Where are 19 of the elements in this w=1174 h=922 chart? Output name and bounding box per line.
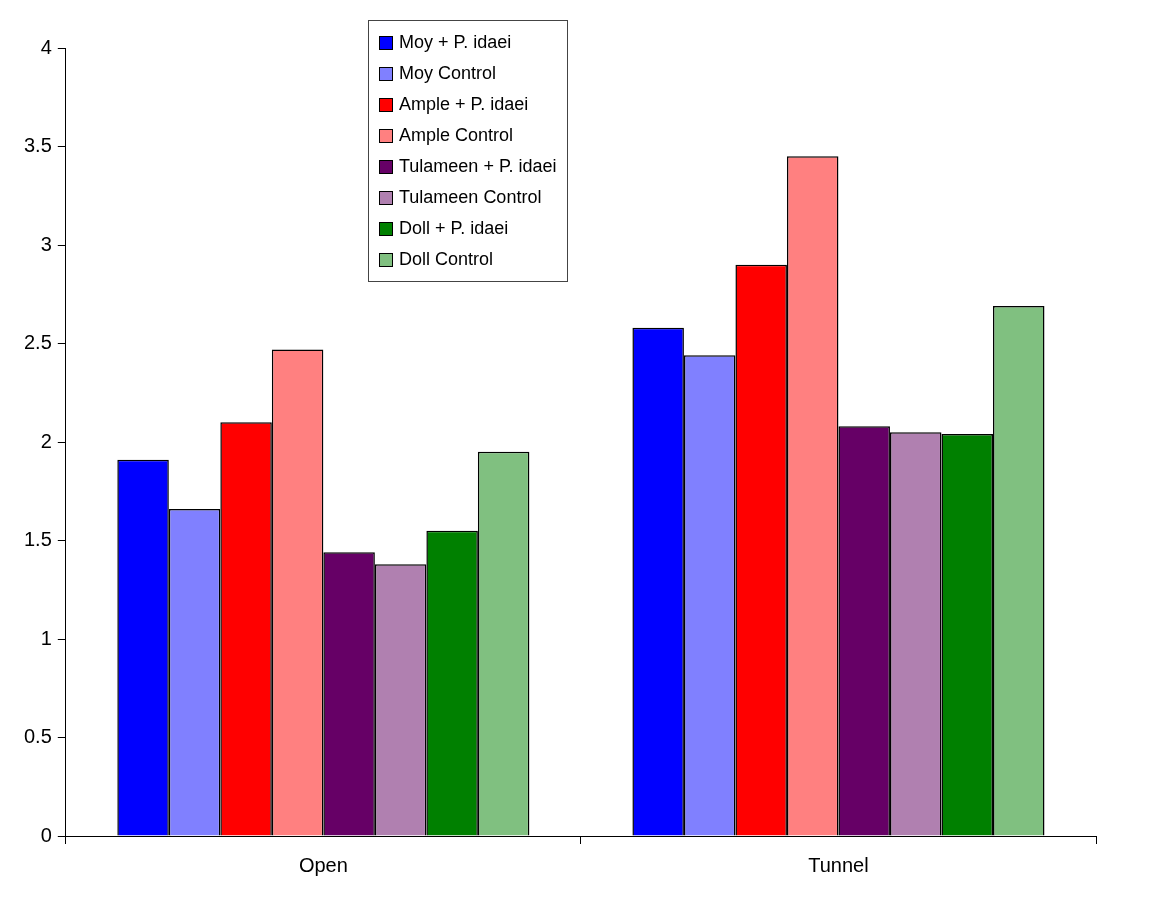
y-tick-label: 4 — [40, 35, 52, 58]
y-tick-label: 2 — [40, 429, 52, 452]
legend-label: Ample + P. idaei — [399, 94, 529, 115]
x-tick-label: Open — [298, 853, 348, 876]
y-tick-label: 0.5 — [23, 725, 52, 748]
legend-label: Tulameen Control — [399, 187, 542, 208]
y-tick-label: 2.5 — [23, 331, 52, 354]
y-tick-label: 1.5 — [23, 528, 52, 551]
y-tick-label: 3 — [40, 232, 52, 255]
y-tick-label: 3.5 — [23, 134, 52, 157]
legend-label: Tulameen + P. idaei — [399, 156, 557, 177]
legend-label: Moy + P. idaei — [399, 32, 512, 53]
legend-label: Moy Control — [399, 63, 497, 84]
y-tick-label: 0 — [40, 823, 52, 846]
legend-label: Doll Control — [399, 249, 494, 270]
legend-label: Doll + P. idaei — [399, 218, 509, 239]
legend-label: Ample Control — [399, 125, 514, 146]
y-tick-label: 1 — [40, 626, 52, 649]
x-tick-label: Tunnel — [808, 853, 869, 876]
